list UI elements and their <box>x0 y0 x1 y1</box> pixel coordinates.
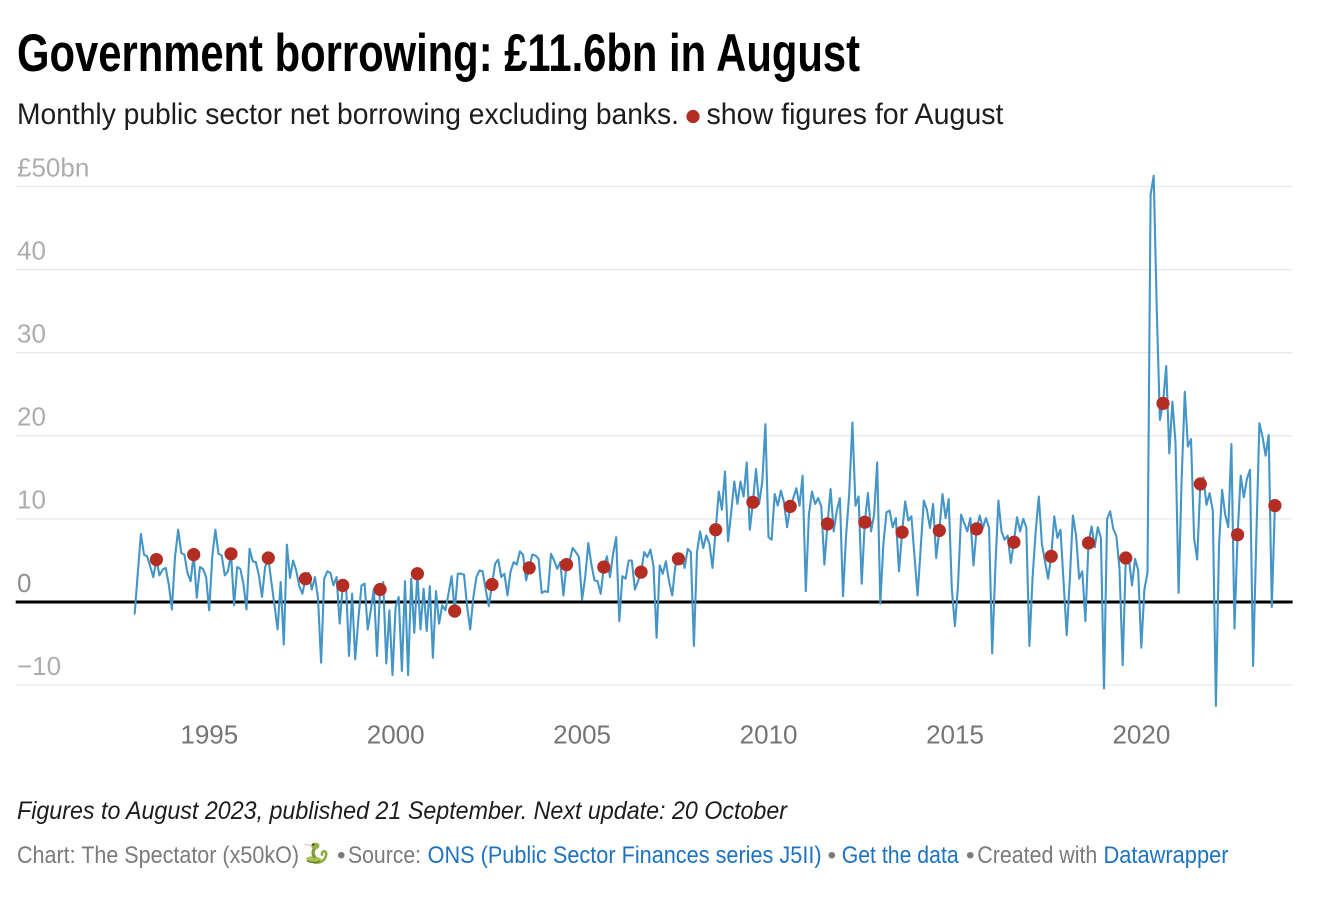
svg-text:£50bn: £50bn <box>17 152 89 182</box>
svg-text:Figures to August 2023, publis: Figures to August 2023, published 21 Sep… <box>17 797 789 825</box>
svg-text:2010: 2010 <box>740 720 798 750</box>
svg-text:ONS (Public Sector Finances se: ONS (Public Sector Finances series J5II) <box>428 842 822 869</box>
svg-text:Get the data: Get the data <box>842 842 959 869</box>
svg-text:•: • <box>828 842 837 869</box>
svg-text:show figures for August: show figures for August <box>707 98 1005 131</box>
svg-text:10: 10 <box>17 485 46 515</box>
svg-text:1995: 1995 <box>180 720 238 750</box>
svg-text:30: 30 <box>17 319 46 349</box>
svg-text:−10: −10 <box>17 651 61 681</box>
svg-text:Created with: Created with <box>977 842 1097 869</box>
svg-text:2015: 2015 <box>926 720 984 750</box>
svg-text:20: 20 <box>17 402 46 432</box>
svg-text:Datawrapper: Datawrapper <box>1104 842 1229 869</box>
svg-text:Chart: The Spectator (x50kO): Chart: The Spectator (x50kO) <box>17 842 299 869</box>
svg-text:2020: 2020 <box>1112 720 1170 750</box>
svg-text:2000: 2000 <box>367 720 425 750</box>
svg-text:Source:: Source: <box>348 842 421 869</box>
svg-text:2005: 2005 <box>553 720 611 750</box>
svg-text:Monthly public sector net borr: Monthly public sector net borrowing excl… <box>17 98 679 131</box>
svg-text:•: • <box>337 842 346 869</box>
svg-text:•: • <box>966 842 975 869</box>
svg-text:Government borrowing: £11.6bn: Government borrowing: £11.6bn in August <box>17 24 860 83</box>
svg-text:40: 40 <box>17 235 46 265</box>
svg-text:0: 0 <box>17 568 31 598</box>
